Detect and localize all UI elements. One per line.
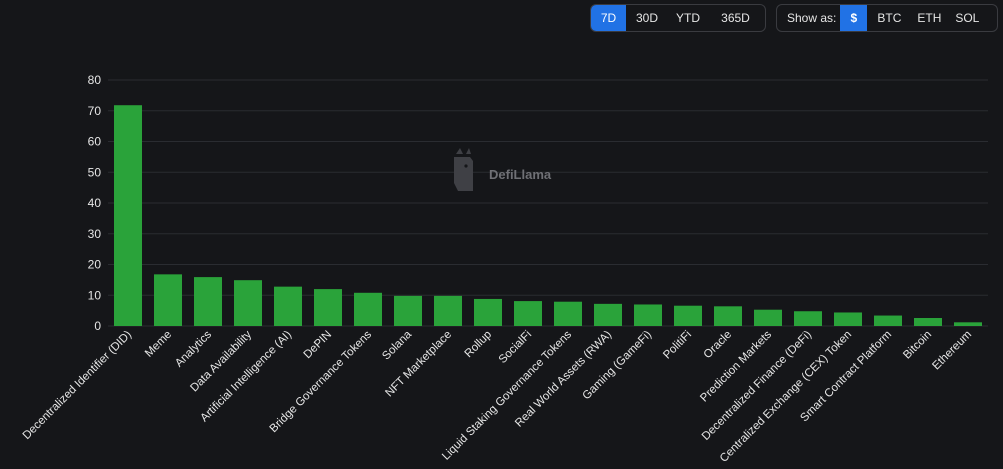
currency-option-usd[interactable]: $ (840, 5, 868, 31)
bar[interactable] (834, 312, 862, 326)
bar[interactable] (874, 315, 902, 326)
bar[interactable] (914, 318, 942, 326)
bar[interactable] (154, 274, 182, 326)
period-option-7d[interactable]: 7D (591, 5, 626, 31)
bar[interactable] (474, 298, 502, 326)
currency-selector: Show as: $ BTC ETH SOL (776, 4, 998, 32)
x-tick-label: DePIN (302, 329, 334, 361)
bar[interactable] (754, 309, 782, 326)
x-tick-label: Decentralized Identifier (DID) (21, 329, 134, 442)
currency-option-eth[interactable]: ETH (917, 11, 942, 25)
bar[interactable] (434, 295, 462, 326)
y-tick-label: 60 (88, 135, 102, 149)
x-tick-label: Oracle (702, 329, 734, 361)
y-tick-label: 10 (88, 288, 102, 302)
y-tick-label: 50 (88, 165, 102, 179)
x-tick-label: Bitcoin (901, 329, 934, 362)
x-tick-label: Ethereum (930, 329, 974, 373)
bar[interactable] (314, 289, 342, 326)
y-tick-label: 20 (88, 258, 102, 272)
currency-option-sol[interactable]: SOL (955, 11, 980, 25)
y-tick-label: 30 (88, 227, 102, 241)
currency-option-btc[interactable]: BTC (877, 11, 902, 25)
bar[interactable] (594, 303, 622, 326)
x-tick-label: SocialFi (497, 329, 534, 366)
x-axis: Decentralized Identifier (DID) MemeAnalyt… (21, 328, 974, 465)
bar[interactable] (674, 305, 702, 326)
watermark: DefiLlama (454, 148, 552, 191)
bar[interactable] (634, 304, 662, 326)
bar[interactable] (954, 322, 982, 326)
x-tick-label: PolitiFi (661, 329, 694, 362)
bars (114, 105, 982, 326)
bar[interactable] (114, 105, 142, 326)
x-tick-label: Rollup (463, 329, 495, 361)
bar[interactable] (714, 306, 742, 326)
period-selector: 7D 30D YTD 365D (590, 4, 766, 32)
bar[interactable] (274, 286, 302, 326)
y-tick-label: 80 (88, 73, 102, 87)
bar[interactable] (354, 292, 382, 326)
bar[interactable] (234, 280, 262, 326)
x-tick-label: Analytics (173, 328, 214, 369)
bar[interactable] (554, 301, 582, 326)
bar[interactable] (394, 295, 422, 326)
x-tick-label: Meme (143, 329, 174, 360)
bar[interactable] (794, 311, 822, 326)
y-axis: 0 10 20 30 40 50 60 70 80 (88, 73, 102, 333)
period-option-365d[interactable]: 365D (721, 11, 750, 25)
x-tick-label: Solana (380, 328, 414, 362)
y-tick-label: 70 (88, 104, 102, 118)
y-tick-label: 0 (94, 319, 101, 333)
period-option-ytd[interactable]: YTD (676, 11, 700, 25)
y-tick-label: 40 (88, 196, 102, 210)
x-tick-label: Gaming (GameFi) (581, 329, 655, 403)
bar[interactable] (514, 301, 542, 326)
llama-logo-icon (454, 148, 473, 191)
watermark-text: DefiLlama (489, 167, 552, 182)
show-as-label: Show as: (787, 11, 837, 25)
bar[interactable] (194, 277, 222, 326)
x-tick-label: Prediction Markets (698, 328, 774, 404)
period-option-30d[interactable]: 30D (635, 11, 658, 25)
